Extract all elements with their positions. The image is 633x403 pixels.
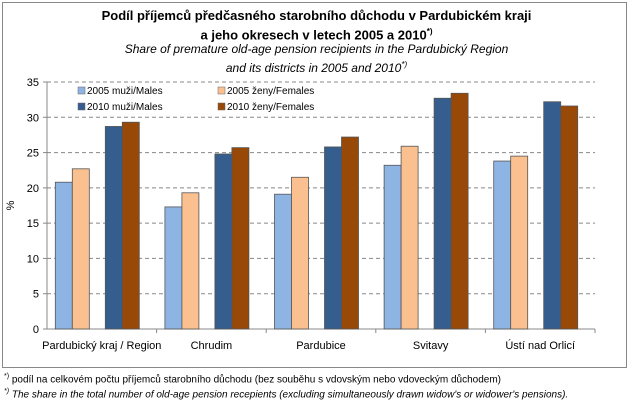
bar-2005-eny-females: [181, 192, 200, 330]
bar-2010-mu-i-males: [324, 146, 342, 330]
chart-subtitle: Share of premature old-age pension recip…: [0, 42, 633, 76]
bar-2005-eny-females: [71, 168, 90, 330]
bar-2005-mu-i-males: [493, 160, 512, 330]
bar-2010-eny-females: [121, 121, 140, 330]
y-tick-label: 10: [27, 253, 39, 265]
bar-2010-mu-i-males: [214, 153, 233, 330]
bar-2010-eny-females: [560, 105, 579, 330]
y-tick-label: 5: [33, 289, 39, 301]
bar-2005-eny-females: [291, 176, 309, 330]
bar-2005-mu-i-males: [54, 181, 73, 330]
bar-2010-mu-i-males: [543, 101, 562, 330]
bar-2005-mu-i-males: [274, 193, 292, 330]
bar-2005-eny-females: [510, 155, 529, 330]
footnote-cz-text: podíl na celkovém počtu příjemců starobn…: [11, 374, 502, 386]
bar-2010-eny-females: [231, 147, 250, 330]
legend-swatch: [77, 86, 86, 95]
legend-swatch: [217, 102, 226, 111]
x-tick-label: Svitavy: [413, 340, 449, 352]
bar-chart: 0 5 10 15 20 25 30 35% Pardubický kraj / Region C…: [5, 77, 596, 352]
footnote-mark: *): [4, 373, 10, 380]
footnote-cz: *) podíl na celkovém počtu příjemců star…: [4, 373, 501, 385]
bar-2005-mu-i-males: [383, 164, 402, 330]
footnote-mark: *): [4, 388, 10, 395]
y-tick-label: 0: [33, 324, 39, 336]
y-tick-label: 35: [27, 77, 39, 89]
legend-label: 2005 muži/Males: [87, 86, 163, 97]
chart-frame: [2, 2, 627, 368]
title-line-1: Podíl příjemců předčasného starobního dů…: [101, 8, 532, 23]
legend-swatch: [77, 102, 86, 111]
bar-2010-mu-i-males: [104, 126, 123, 330]
footnote-en-text: The share in the total number of old-age…: [11, 389, 569, 401]
legend-label: 2005 ženy/Females: [227, 86, 314, 97]
x-tick-label: Chrudim: [191, 340, 233, 352]
y-tick-label: 15: [27, 218, 39, 230]
subtitle-line-1: Share of premature old-age pension recip…: [124, 42, 509, 56]
x-tick-label: Ústí nad Orlicí: [505, 339, 575, 352]
footnote-en: *) The share in the total number of old-…: [4, 388, 568, 400]
x-tick-label: Pardubice: [296, 340, 346, 352]
bar-2005-eny-females: [400, 145, 419, 330]
chart-title: Podíl příjemců předčasného starobního dů…: [0, 8, 633, 43]
bar-2010-mu-i-males: [433, 97, 452, 330]
y-tick-label: 25: [27, 148, 39, 160]
title-line-2: a jeho okresech v letech 2005 a 2010: [200, 27, 427, 43]
x-tick-label: Pardubický kraj / Region: [42, 340, 161, 352]
title-footnote-mark: *): [426, 27, 433, 36]
legend-label: 2010 ženy/Females: [227, 102, 314, 113]
bar-2010-eny-females: [341, 136, 359, 330]
y-axis-label: %: [5, 200, 17, 210]
bar-2005-mu-i-males: [164, 206, 183, 330]
bar-2010-eny-females: [450, 92, 469, 330]
subtitle-line-2: and its districts in 2005 and 2010: [225, 61, 402, 75]
subtitle-footnote-mark: *): [401, 60, 408, 69]
y-tick-label: 20: [27, 183, 39, 195]
legend-label: 2010 muži/Males: [87, 102, 163, 113]
y-tick-label: 30: [27, 112, 39, 124]
legend-swatch: [217, 86, 226, 95]
